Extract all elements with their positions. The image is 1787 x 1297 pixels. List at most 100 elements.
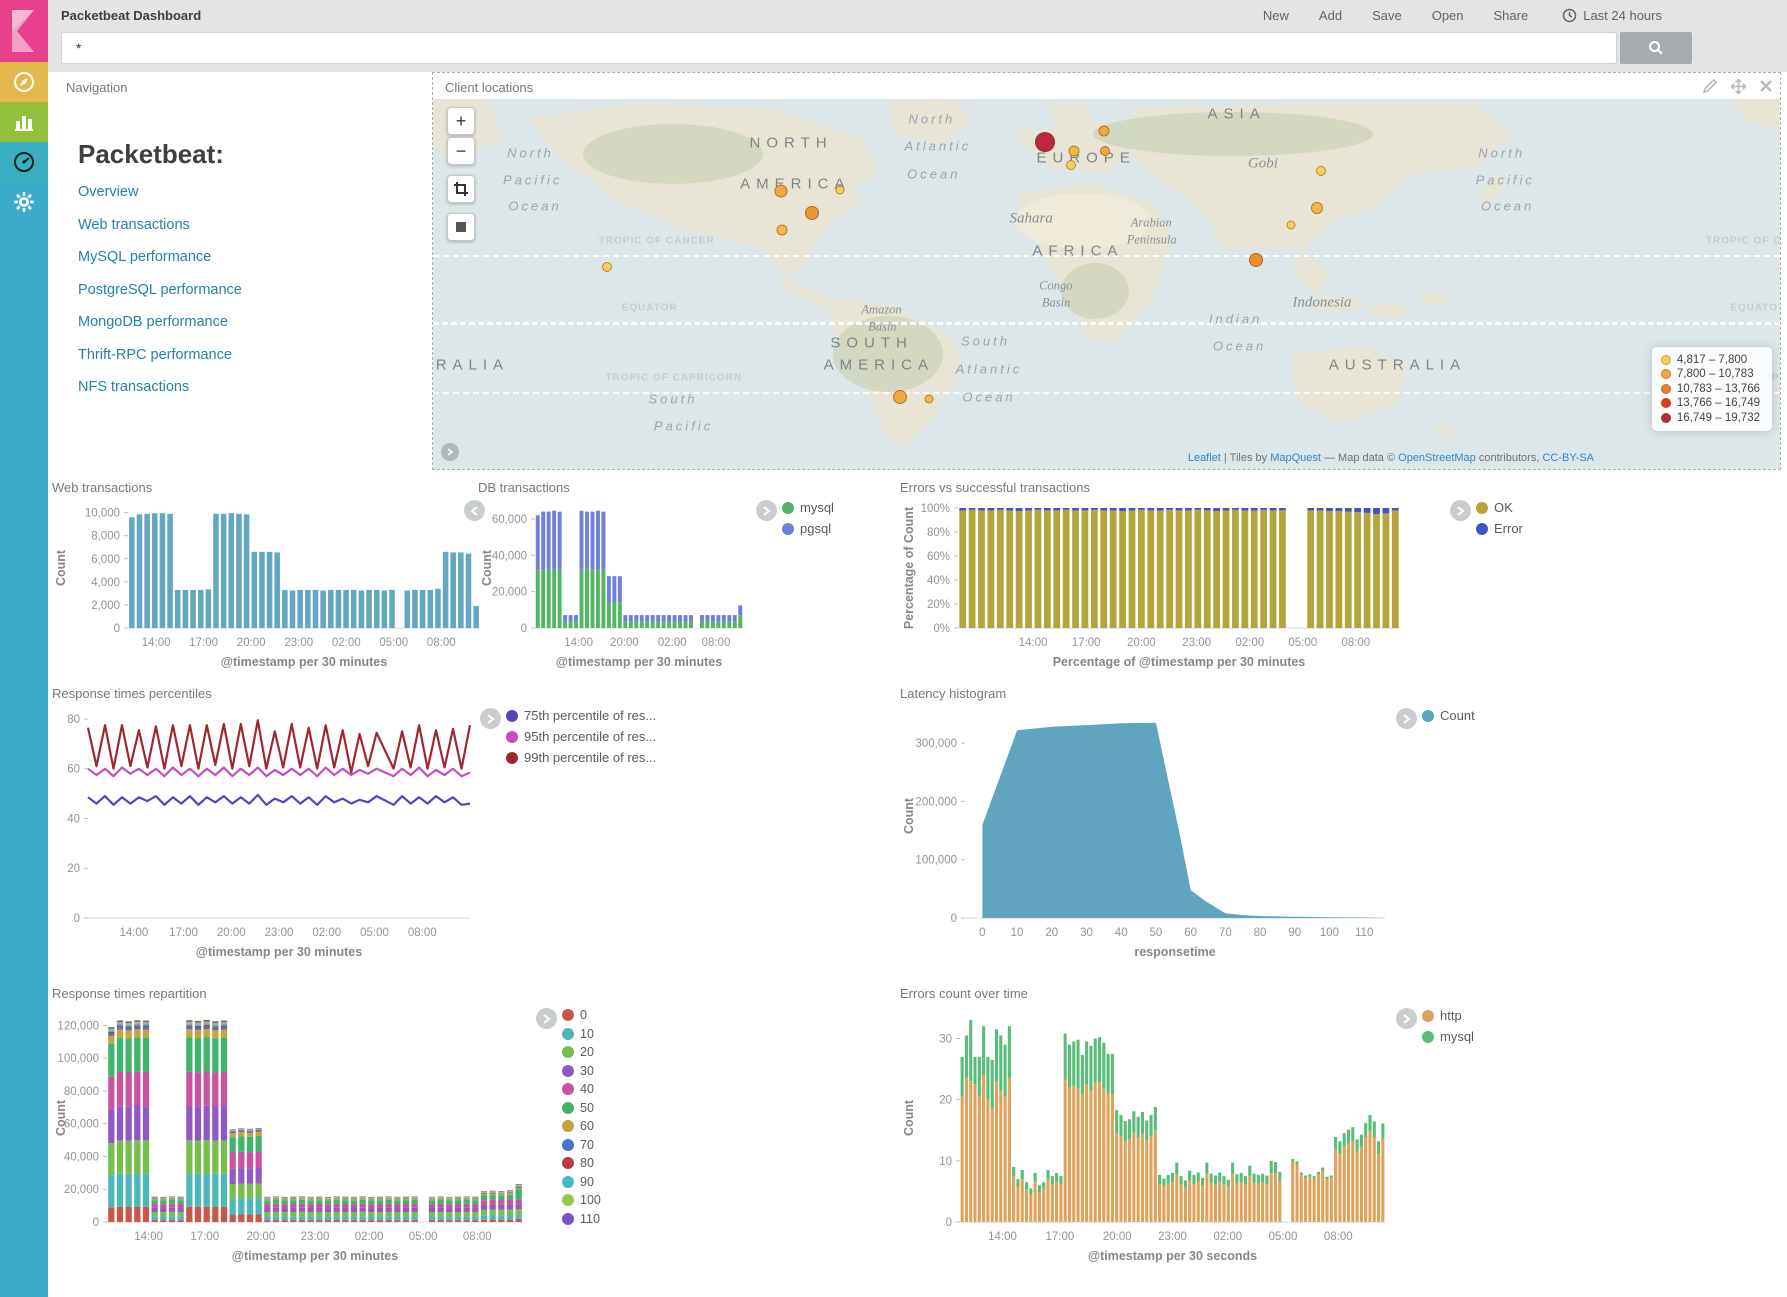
legend-item-20[interactable]: 20 [562, 1045, 601, 1059]
svg-text:60: 60 [67, 764, 80, 776]
map-label: Indian [1208, 311, 1263, 327]
legend-color-dot [562, 1212, 574, 1225]
legend-item-95th-percentile-of-res-[interactable]: 95th percentile of res... [506, 729, 656, 744]
svg-text:20: 20 [939, 1095, 952, 1107]
legend-toggle[interactable] [1450, 500, 1471, 521]
errors-count-over-time-chart[interactable]: 0 10 20 30 14:00 17:00 20:00 23:00 02:00 05:00 08:… [900, 1002, 1392, 1278]
legend-toggle[interactable] [1396, 1008, 1417, 1029]
zoom-in-button[interactable]: + [447, 107, 475, 135]
svg-text:20: 20 [1045, 927, 1058, 939]
legend-toggle[interactable] [536, 1008, 557, 1029]
svg-text:10: 10 [939, 1156, 952, 1168]
edit-pencil-icon[interactable] [1703, 79, 1717, 93]
svg-text:14:00: 14:00 [1019, 637, 1048, 649]
search-input[interactable]: * [61, 32, 1617, 64]
kibana-logo[interactable] [0, 0, 48, 62]
legend-item-40[interactable]: 40 [562, 1082, 601, 1096]
svg-text:20:00: 20:00 [247, 1231, 276, 1243]
move-panel-icon[interactable] [1731, 78, 1746, 94]
legend-item-count[interactable]: Count [1422, 708, 1475, 723]
response-times-percentiles-chart[interactable]: 0 20 40 60 80 14:00 17:00 20:00 23:00 02:00 05:00 0… [52, 702, 477, 974]
menu-item-share[interactable]: Share [1493, 7, 1529, 23]
search-button[interactable] [1620, 32, 1692, 64]
legend-toggle[interactable] [1396, 708, 1417, 729]
legend-item-ok[interactable]: OK [1476, 500, 1523, 515]
legend-item-99th-percentile-of-res-[interactable]: 99th percentile of res... [506, 750, 656, 765]
sidebar-item-settings[interactable] [0, 182, 48, 222]
web-transactions-chart[interactable]: 0 2,000 4,000 6,000 8,000 10,000 14:00 17:00 20:… [52, 496, 492, 692]
svg-text:@timestamp per 30 minutes: @timestamp per 30 minutes [556, 655, 722, 669]
svg-text:40,000: 40,000 [64, 1151, 99, 1163]
close-icon[interactable] [1760, 80, 1772, 92]
response-times-repartition-chart[interactable]: 0 20,000 40,000 60,000 80,000 100,000 120,000 1… [52, 1002, 530, 1278]
sidebar-item-discover[interactable] [0, 62, 48, 102]
world-map[interactable]: NORTH AMERICA SOUTH AMERICA EUROPE AFRICA ASIA… [433, 99, 1780, 469]
latency-histogram-chart[interactable]: 0 100,000 200,000 300,000 responsetime Count 0… [900, 702, 1392, 974]
legend-item-mysql[interactable]: mysql [1422, 1029, 1474, 1044]
sidebar-item-dashboard[interactable] [0, 142, 48, 182]
legend-item-110[interactable]: 110 [562, 1212, 601, 1226]
legend-item-pgsql[interactable]: pgsql [782, 521, 834, 536]
client-location-dot [1066, 159, 1077, 170]
legend-item-100[interactable]: 100 [562, 1193, 601, 1207]
svg-text:40: 40 [1115, 927, 1128, 939]
legend-toggle[interactable] [756, 500, 777, 521]
crop-tool-button[interactable] [447, 175, 475, 203]
nav-link-overview[interactable]: Overview [78, 184, 139, 200]
legend-item-0[interactable]: 0 [562, 1008, 601, 1022]
legend-item-90[interactable]: 90 [562, 1175, 601, 1189]
nav-link-web-transactions[interactable]: Web transactions [78, 216, 190, 233]
legend-toggle[interactable] [480, 708, 501, 729]
legend-item-http[interactable]: http [1422, 1008, 1474, 1023]
menu-item-save[interactable]: Save [1372, 7, 1402, 23]
menu-item-new[interactable]: New [1262, 7, 1289, 23]
svg-text:200,000: 200,000 [915, 796, 957, 808]
legend-item-60[interactable]: 60 [562, 1119, 601, 1133]
errors-vs-successful-panel: Errors vs successful transactions 0% 20% 4… [900, 480, 1560, 697]
leaflet-link[interactable]: Leaflet [1187, 452, 1221, 464]
legend-item-80[interactable]: 80 [562, 1156, 601, 1170]
svg-text:100%: 100% [921, 503, 950, 515]
mapquest-link[interactable]: MapQuest [1270, 452, 1321, 464]
menu-item-add[interactable]: Add [1318, 7, 1343, 23]
legend-item-70[interactable]: 70 [562, 1138, 601, 1152]
nav-link-mongodb-performance[interactable]: MongoDB performance [78, 314, 228, 330]
svg-text:100,000: 100,000 [915, 855, 957, 867]
nav-link-thrift-rpc-performance[interactable]: Thrift-RPC performance [78, 346, 232, 363]
svg-text:23:00: 23:00 [265, 927, 294, 939]
legend-item-75th-percentile-of-res-[interactable]: 75th percentile of res... [506, 708, 656, 723]
map-label: South [648, 391, 698, 407]
svg-text:05:00: 05:00 [360, 927, 389, 939]
svg-text:@timestamp per 30 minutes: @timestamp per 30 minutes [221, 655, 387, 669]
nav-link-mysql-performance[interactable]: MySQL performance [78, 249, 212, 265]
legend-item-50[interactable]: 50 [562, 1101, 601, 1115]
menu-item-open[interactable]: Open [1431, 7, 1464, 23]
nav-link-nfs-transactions[interactable]: NFS transactions [78, 379, 190, 395]
db-transactions-chart[interactable]: 0 20,000 40,000 60,000 14:00 20:00 02:00 08:00 @… [478, 496, 750, 692]
time-picker[interactable]: Last 24 hours [1562, 8, 1662, 23]
svg-text:0: 0 [521, 623, 527, 635]
nav-link-postgresql-performance[interactable]: PostgreSQL performance [78, 281, 242, 298]
svg-text:300,000: 300,000 [915, 738, 957, 750]
openstreetmap-link[interactable]: OpenStreetMap [1398, 452, 1476, 464]
client-location-dot [1098, 125, 1110, 137]
legend-item-10[interactable]: 10 [562, 1027, 601, 1041]
errors-vs-successful-chart[interactable]: 0% 20% 40% 60% 80% 100% 14:00 17:00 20:00 23:00 02… [900, 496, 1410, 692]
zoom-out-button[interactable]: − [447, 137, 475, 165]
legend-item-30[interactable]: 30 [562, 1064, 601, 1078]
legend-color-dot [506, 751, 518, 764]
legend-color-dot [782, 522, 794, 535]
svg-text:0: 0 [74, 913, 80, 925]
client-location-dot [1286, 220, 1296, 230]
sidebar-item-visualize[interactable] [0, 102, 48, 142]
kibana-k-icon [12, 10, 34, 52]
legend-item-mysql[interactable]: mysql [782, 500, 834, 515]
license-link[interactable]: CC-BY-SA [1542, 452, 1594, 464]
fit-bounds-button[interactable] [447, 213, 475, 241]
map-label: Basin [1041, 295, 1071, 309]
legend-item-error[interactable]: Error [1476, 521, 1523, 536]
legend-toggle[interactable] [464, 500, 485, 521]
client-locations-panel: Client locations [432, 72, 1781, 470]
map-attribution-toggle[interactable] [441, 443, 459, 461]
svg-text:05:00: 05:00 [409, 1231, 438, 1243]
